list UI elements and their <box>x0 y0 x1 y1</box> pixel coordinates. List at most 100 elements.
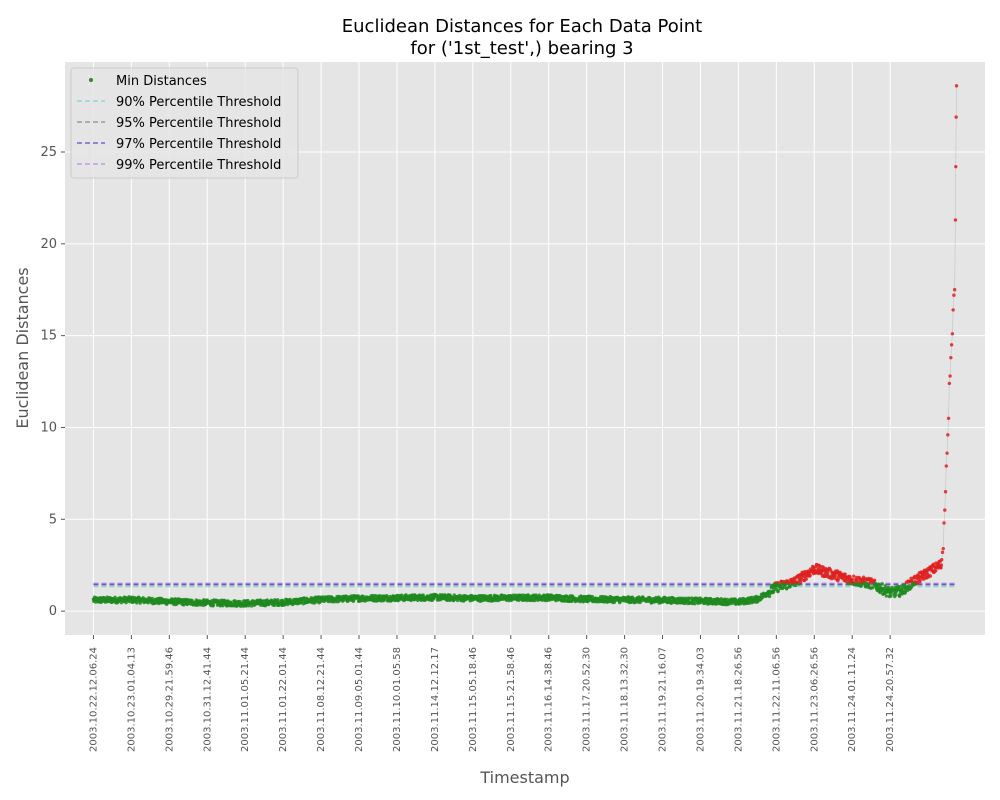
legend-label-threshold-1: 90% Percentile Threshold <box>116 95 281 110</box>
anomaly-point <box>940 550 945 555</box>
x-axis-label: Timestamp <box>479 768 569 787</box>
x-axis-ticks: 2003.10.22.12.06.24 2003.10.23.01.04.13 20… <box>88 635 896 752</box>
x-tick-label: 2003.11.23.06.26.56 <box>809 647 820 752</box>
anomaly-point <box>954 84 959 88</box>
data-point <box>894 593 898 597</box>
x-tick-label: 2003.11.21.18.26.56 <box>733 647 744 752</box>
x-tick-label: 2003.11.17.20.52.30 <box>582 647 593 752</box>
x-tick-label: 2003.11.09.05.01.44 <box>354 647 365 752</box>
data-point <box>315 598 320 602</box>
anomaly-point <box>949 355 953 360</box>
anomaly-point <box>804 577 809 581</box>
legend-label-threshold-2: 95% Percentile Threshold <box>116 116 281 131</box>
anomaly-point <box>850 577 854 582</box>
anomaly-point <box>872 578 877 582</box>
title-line-1: Euclidean Distances for Each Data Point <box>342 16 702 37</box>
data-point <box>618 600 622 604</box>
y-tick-label: 5 <box>49 512 57 527</box>
x-tick-label: 2003.11.20.19.34.03 <box>695 647 706 752</box>
anomaly-point <box>954 115 958 119</box>
x-tick-label: 2003.11.19.21.16.07 <box>658 647 669 752</box>
anomaly-point <box>933 569 938 573</box>
data-point <box>733 597 738 601</box>
x-tick-label: 2003.11.22.11.06.56 <box>771 647 782 752</box>
x-tick-label: 2003.11.14.12.12.17 <box>430 647 441 752</box>
legend-marker-min-distances <box>89 78 93 82</box>
data-point <box>772 588 776 592</box>
anomaly-point <box>825 570 830 575</box>
anomaly-point <box>918 578 922 583</box>
anomaly-point <box>947 381 952 386</box>
data-point <box>581 600 585 604</box>
x-tick-label: 2003.10.29.21.59.46 <box>164 647 175 752</box>
anomaly-point <box>817 564 822 569</box>
data-point <box>788 583 793 587</box>
anomaly-point <box>946 433 950 437</box>
data-point <box>276 598 280 602</box>
anomaly-point <box>928 574 933 578</box>
x-tick-label: 2003.10.31.12.41.44 <box>202 647 213 752</box>
anomaly-point <box>940 558 944 562</box>
data-point <box>902 582 906 587</box>
anomaly-point <box>943 508 947 512</box>
x-tick-label: 2003.11.15.21.58.46 <box>506 647 517 752</box>
y-tick-label: 15 <box>40 329 57 344</box>
x-tick-label: 2003.11.24.20.57.32 <box>885 647 896 752</box>
data-point <box>880 582 884 586</box>
anomaly-point <box>843 572 847 576</box>
anomaly-point <box>798 580 803 585</box>
y-axis-label: Euclidean Distances <box>13 267 32 428</box>
y-axis-ticks: 0 5 10 15 20 25 <box>40 145 65 619</box>
anomaly-point <box>941 546 945 551</box>
x-tick-label: 2003.10.22.12.06.24 <box>88 647 99 752</box>
x-tick-label: 2003.10.23.01.04.13 <box>126 647 137 752</box>
anomaly-point <box>951 308 955 312</box>
data-point <box>884 594 889 598</box>
data-point <box>767 594 772 599</box>
anomaly-point <box>952 293 956 297</box>
data-point <box>587 598 591 603</box>
data-point <box>866 583 871 587</box>
anomaly-point <box>954 164 958 169</box>
data-point <box>883 584 887 588</box>
anomaly-point <box>944 464 948 468</box>
y-tick-label: 20 <box>40 237 57 252</box>
anomaly-point <box>948 374 952 378</box>
data-point <box>899 584 903 588</box>
x-tick-label: 2003.11.15.05.18.46 <box>468 647 479 752</box>
data-point <box>776 589 780 593</box>
x-tick-label: 2003.11.01.05.21.44 <box>240 647 251 752</box>
x-tick-label: 2003.11.10.01.05.58 <box>392 647 403 752</box>
anomaly-point <box>836 577 840 582</box>
anomaly-point <box>808 573 812 578</box>
anomaly-point <box>949 343 954 347</box>
anomaly-point <box>953 218 958 222</box>
min-distances-series <box>91 84 959 608</box>
data-point <box>272 603 277 608</box>
legend-label-threshold-3: 97% Percentile Threshold <box>116 137 281 152</box>
x-tick-label: 2003.11.24.01.11.24 <box>847 647 858 752</box>
data-point <box>889 594 893 598</box>
anomaly-point <box>945 451 949 455</box>
legend: Min Distances 90% Percentile Threshold 95%… <box>70 67 299 179</box>
y-tick-label: 10 <box>40 420 57 435</box>
y-tick-label: 0 <box>49 604 57 619</box>
x-tick-label: 2003.11.01.22.01.44 <box>278 647 289 752</box>
anomaly-point <box>946 416 951 420</box>
data-point <box>871 586 875 590</box>
x-tick-label: 2003.11.18.13.32.30 <box>620 647 631 752</box>
anomaly-point <box>848 574 852 579</box>
anomaly-point <box>939 566 943 570</box>
anomaly-point <box>833 574 837 578</box>
y-tick-label: 25 <box>40 145 57 160</box>
x-tick-label: 2003.11.08.12.21.44 <box>316 647 327 752</box>
anomaly-point <box>950 332 955 336</box>
legend-label-min-distances: Min Distances <box>116 74 207 89</box>
data-point <box>687 596 691 600</box>
data-point <box>846 582 851 586</box>
anomaly-point <box>942 521 946 525</box>
chart-title: Euclidean Distances for Each Data Point … <box>342 16 702 59</box>
legend-box <box>70 67 299 179</box>
title-line-2: for ('1st_test',) bearing 3 <box>410 38 633 59</box>
